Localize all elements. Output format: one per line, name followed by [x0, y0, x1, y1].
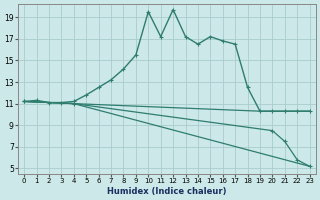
- X-axis label: Humidex (Indice chaleur): Humidex (Indice chaleur): [107, 187, 227, 196]
